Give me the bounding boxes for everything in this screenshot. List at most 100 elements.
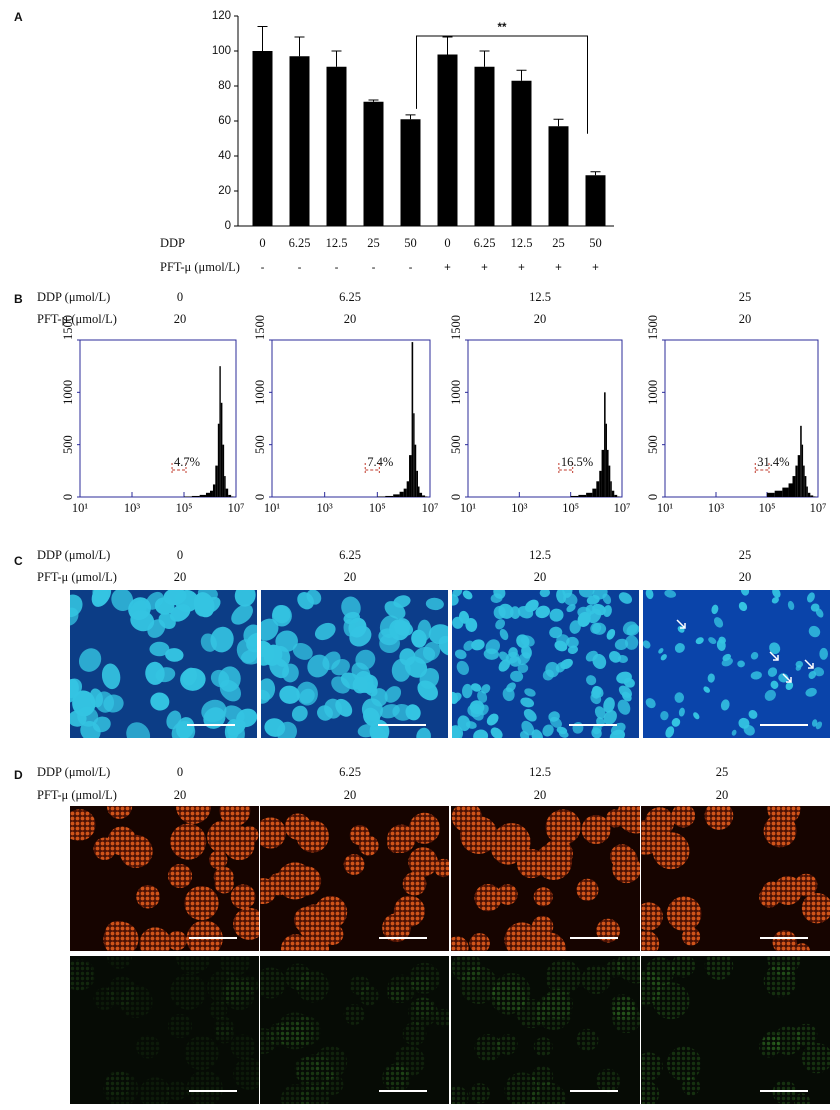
cell-cluster-dots <box>168 1014 193 1039</box>
nucleus <box>617 655 629 663</box>
cell-cluster-dots <box>384 1065 408 1089</box>
cell-cluster-dots <box>413 847 434 868</box>
arrow-head <box>786 677 792 683</box>
cell-cluster-dots <box>497 1034 518 1055</box>
nucleus <box>291 705 308 722</box>
histogram-bar <box>414 444 417 497</box>
panel-label: D <box>14 768 23 782</box>
bar <box>326 66 347 226</box>
nucleus <box>711 604 719 615</box>
micrograph <box>641 806 830 951</box>
significance-bracket <box>416 35 588 134</box>
cell-cluster-dots <box>581 964 611 995</box>
cell-cluster-dots <box>260 878 277 905</box>
histogram-bar <box>599 470 602 497</box>
plot-frame <box>79 339 237 498</box>
condition-value: 0 <box>177 548 183 562</box>
histogram-bar <box>611 490 615 497</box>
condition-value: 20 <box>174 570 187 584</box>
x-tick-label: 10¹ <box>72 501 89 515</box>
cell-cluster-dots <box>451 956 482 983</box>
cell-cluster-dots <box>281 1084 311 1104</box>
cell-cluster-dots <box>576 878 599 901</box>
nucleus <box>772 590 781 598</box>
histogram-bar <box>606 449 609 497</box>
cell-cluster-dots <box>704 956 734 980</box>
cell-cluster-dots <box>533 1037 553 1057</box>
cell-cluster-dots <box>284 963 312 990</box>
x-tick-label: 12.5 <box>511 236 533 250</box>
histogram-bar <box>419 492 423 497</box>
nucleus <box>508 647 518 658</box>
condition-value: 25 <box>739 290 752 304</box>
cell-cluster-dots <box>612 1004 640 1034</box>
cell-cluster-dots <box>641 930 660 951</box>
histogram-bar <box>413 413 415 497</box>
nucleus <box>490 727 503 738</box>
cell-cluster-dots <box>184 885 219 921</box>
histogram-bar <box>782 487 789 497</box>
nucleus <box>306 590 322 605</box>
cell-cluster-dots <box>596 1068 620 1093</box>
histogram-bar <box>219 366 221 497</box>
cell-cluster-dots <box>763 814 797 848</box>
nucleus <box>399 648 416 666</box>
condition-value: 20 <box>344 788 357 802</box>
histogram-bar <box>788 483 793 497</box>
nucleus <box>292 642 313 660</box>
cell-cluster-dots <box>641 1080 660 1104</box>
cell-cluster-dots <box>617 806 640 834</box>
nucleus <box>307 654 330 678</box>
x-tick-label: 0 <box>444 236 450 250</box>
histogram-bar <box>767 492 775 497</box>
y-tick-label: 1500 <box>646 315 660 340</box>
histogram-bar <box>403 488 407 497</box>
y-tick-label: 1000 <box>646 380 660 405</box>
cell-cluster-dots <box>103 1071 139 1104</box>
cell-cluster-dots <box>322 1073 344 1095</box>
cell-cluster-dots <box>434 1008 449 1028</box>
nucleus <box>477 690 488 703</box>
histogram-bar <box>608 465 611 497</box>
bar <box>289 56 310 226</box>
nucleus <box>158 612 176 629</box>
cell-cluster-dots <box>136 884 160 909</box>
nucleus <box>70 710 87 727</box>
nucleus <box>770 680 779 689</box>
nucleus <box>499 628 509 641</box>
nucleus <box>602 593 612 605</box>
nucleus <box>819 647 828 660</box>
y-tick-label: 1500 <box>449 315 463 340</box>
nucleus <box>331 659 350 676</box>
nucleus <box>70 678 83 699</box>
condition-value: 20 <box>534 788 547 802</box>
cell-cluster-dots <box>107 976 137 1006</box>
nucleus <box>569 620 581 634</box>
nucleus <box>201 596 221 614</box>
nucleus <box>517 605 534 619</box>
histogram-bar <box>596 481 600 497</box>
cell-cluster-dots <box>530 1082 567 1104</box>
histogram-bar <box>803 465 805 497</box>
nucleus <box>111 590 134 612</box>
cell-cluster-dots <box>349 975 370 996</box>
cell-cluster-dots <box>504 1072 540 1104</box>
nucleus <box>645 698 656 709</box>
arrow <box>676 619 686 629</box>
histogram-bar <box>377 496 386 497</box>
y-tick-label: 20 <box>218 185 231 197</box>
cell-cluster-dots <box>167 1080 187 1101</box>
nucleus <box>731 729 737 736</box>
cell-cluster-dots <box>168 864 193 889</box>
cell-cluster-dots <box>469 933 490 951</box>
y-tick-label: 1500 <box>61 315 75 340</box>
cell-cluster-dots <box>170 973 207 1010</box>
nucleus <box>452 590 463 597</box>
pft-label: - <box>409 262 413 274</box>
nucleus <box>722 653 731 662</box>
condition-value: 6.25 <box>339 765 361 779</box>
histogram-bar <box>792 476 796 497</box>
histogram-bar <box>393 494 400 497</box>
x-tick-label: 10¹ <box>264 501 281 515</box>
cell-cluster-dots <box>652 982 690 1020</box>
